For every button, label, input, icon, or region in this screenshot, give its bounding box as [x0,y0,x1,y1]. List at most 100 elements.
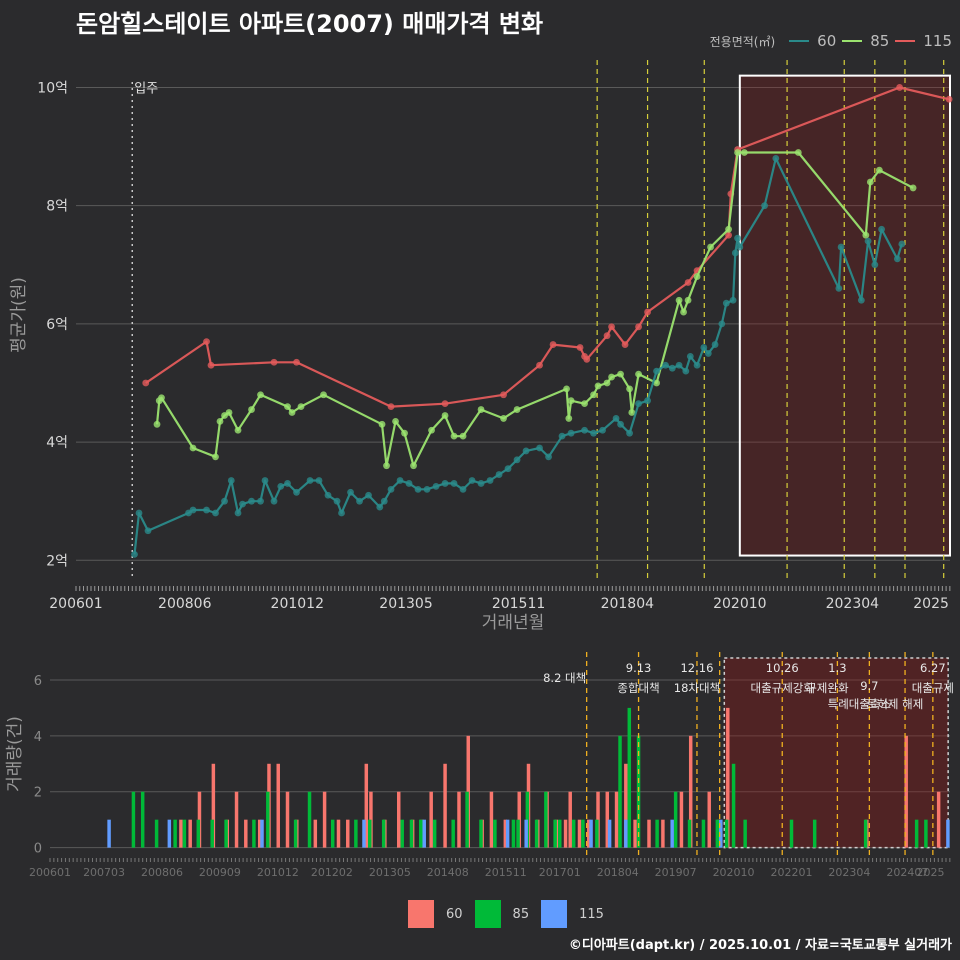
price-point-60 [284,480,291,487]
price-point-60 [387,485,395,493]
price-point-115 [603,332,611,340]
volume-bar-85 [731,763,736,848]
price-point-60 [315,477,323,484]
price-point-115 [635,323,642,331]
volume-policy-label: 1.3 [828,661,846,675]
volume-bar-115 [719,819,723,848]
legend-item-60: 60 [789,32,836,50]
price-point-60 [682,367,690,375]
volume-bar-60 [503,819,508,848]
volume-y-tick-label: 2 [34,786,42,801]
price-point-60 [731,249,739,257]
price-y-tick-label: 8억 [46,199,68,215]
volume-bar-85 [701,819,706,848]
price-point-85 [320,391,327,399]
volume-bar-85 [511,819,516,848]
price-point-60 [306,477,314,484]
volume-bar-115 [589,819,593,848]
price-point-85 [680,308,687,316]
bar-legend-swatch-85 [474,900,501,928]
volume-policy-label: 9.7 [860,679,878,693]
volume-bar-85 [743,819,747,848]
bar-legend-label-115: 115 [579,906,604,922]
price-point-60 [722,299,730,307]
volume-bar-60 [563,819,568,848]
price-point-60 [486,477,494,484]
bar-legend-item-115: 115 [541,900,604,928]
volume-bar-85 [368,819,372,848]
price-point-60 [686,352,694,360]
volume-bar-60 [605,791,610,848]
legend-item-115: 115 [895,32,952,50]
price-point-60 [423,485,431,493]
volume-policy-label: 규제완화 [806,681,849,695]
price-point-60 [558,432,566,440]
volume-highlight-box [723,657,949,849]
volume-policy-label: 6.27 [920,661,946,675]
price-point-85 [909,184,917,192]
price-point-60 [450,480,458,487]
price-x-tick-label: 202304 [826,596,880,612]
price-point-60 [644,397,651,405]
volume-x-tick-label: 202010 [713,866,755,879]
price-point-60 [248,497,255,505]
price-point-85 [693,273,701,280]
volume-bar-85 [516,819,520,848]
volume-bar-85 [210,819,214,848]
price-point-85 [392,417,399,425]
volume-bar-60 [624,763,628,848]
price-point-60 [590,429,597,437]
price-point-85 [459,432,467,440]
volume-bar-115 [505,819,510,848]
volume-bar-60 [568,791,572,848]
price-point-60 [293,488,300,496]
volume-bar-85 [724,819,729,848]
bar-legend-swatch-60 [408,900,434,928]
price-point-60 [864,237,872,245]
volume-x-tick-label: 2025 [917,866,945,879]
volume-bar-60 [633,819,637,848]
price-point-60 [617,420,624,428]
volume-bar-60 [346,819,350,848]
volume-bar-85 [863,819,868,848]
price-point-115 [207,361,215,369]
price-point-60 [675,361,683,369]
volume-bar-60 [179,819,183,848]
price-point-60 [857,296,865,304]
volume-bar-85 [266,791,270,848]
price-point-85 [477,406,485,413]
volume-bar-60 [647,819,651,848]
volume-series-115 [107,819,950,848]
price-point-85 [628,409,636,416]
price-point-115 [387,403,395,411]
volume-bar-85 [479,819,483,848]
volume-y-tick-label: 4 [34,730,42,745]
price-point-60 [761,202,768,210]
price-point-60 [144,527,152,535]
price-point-85 [862,231,870,239]
price-y-tick-label: 6억 [46,317,68,333]
volume-policy-label: 9.13 [626,661,652,675]
volume-bar-85 [224,819,228,848]
volume-bar-85 [914,819,919,848]
chart-title: 돈암힐스테이트 아파트(2007) 매매가격 변화 [76,10,544,38]
price-point-60 [432,482,440,490]
price-point-85 [675,296,683,304]
volume-bar-60 [429,791,433,848]
price-point-60 [405,480,413,487]
volume-bar-60 [336,819,341,848]
volume-bar-85 [571,819,576,848]
volume-bar-85 [627,707,632,848]
volume-bar-85 [789,819,794,848]
price-point-60 [495,471,503,478]
price-point-60 [257,497,264,505]
volume-bar-85 [330,819,335,848]
volume-y-tick-label: 6 [34,674,42,689]
volume-policy-label: 대출규제강화 [750,681,814,695]
volume-bar-85 [131,791,136,848]
price-point-85 [212,453,219,461]
volume-bar-60 [234,791,239,848]
volume-bar-60 [244,819,248,848]
volume-policy-label: 특례대출축소 [828,697,891,711]
